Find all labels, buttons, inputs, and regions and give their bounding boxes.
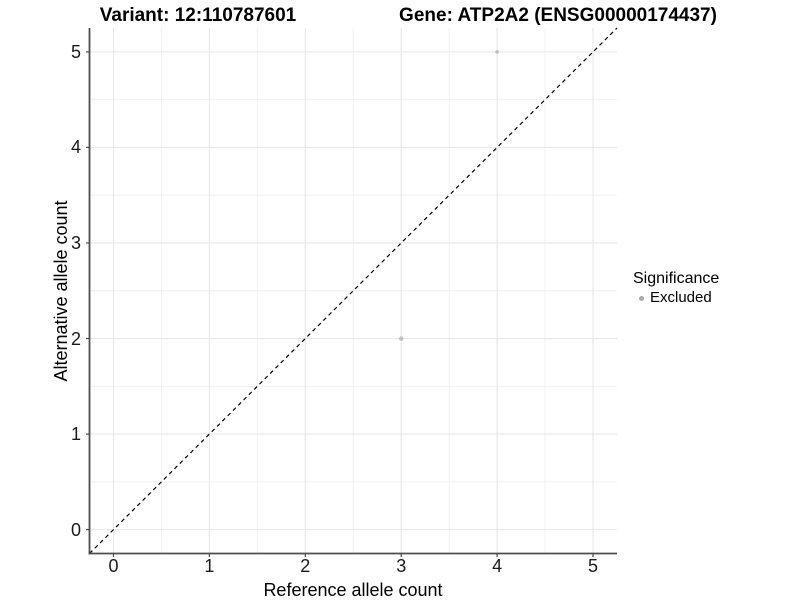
x-tick-label: 0 bbox=[108, 556, 119, 576]
plot-title-gene: Gene: ATP2A2 (ENSG00000174437) bbox=[399, 5, 717, 26]
legend: Significance Excluded bbox=[633, 269, 719, 307]
legend-key-dot-icon bbox=[639, 295, 644, 301]
x-tick-label: 5 bbox=[588, 556, 599, 576]
legend-item: Excluded bbox=[633, 289, 719, 307]
data-point bbox=[495, 50, 499, 54]
y-tick-label: 2 bbox=[70, 328, 81, 349]
y-tick-label: 4 bbox=[70, 137, 81, 158]
x-tick-label: 1 bbox=[204, 556, 215, 576]
data-point bbox=[399, 336, 404, 341]
legend-items: Excluded bbox=[633, 289, 719, 307]
x-tick-label: 3 bbox=[396, 556, 407, 576]
y-tick-label: 5 bbox=[70, 41, 81, 62]
y-tick-label: 0 bbox=[70, 519, 81, 540]
y-tick-label: 1 bbox=[70, 424, 81, 445]
plot-title-variant: Variant: 12:110787601 bbox=[99, 5, 297, 26]
y-axis-title: Alternative allele count bbox=[51, 200, 71, 382]
x-axis-title: Reference allele count bbox=[263, 580, 443, 600]
x-tick-label: 4 bbox=[492, 556, 503, 576]
legend-title: Significance bbox=[633, 270, 720, 287]
y-tick-label: 3 bbox=[70, 232, 81, 253]
x-tick-label: 2 bbox=[300, 556, 311, 576]
legend-item-label: Excluded bbox=[650, 289, 712, 306]
